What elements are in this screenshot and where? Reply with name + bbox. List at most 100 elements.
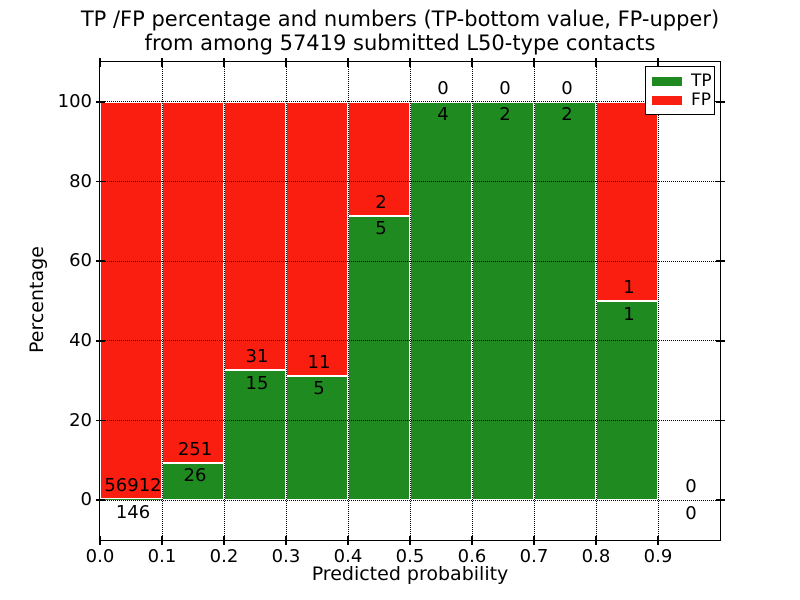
x-tick-bottom: [347, 535, 349, 545]
x-tick-bottom: [223, 535, 225, 545]
x-tick-bottom: [471, 535, 473, 545]
x-axis-label: Predicted probability: [311, 563, 509, 585]
fp-bar-segment: [596, 101, 658, 301]
x-tick-top: [285, 57, 287, 67]
x-tick-bottom: [409, 535, 411, 545]
fp-bar-segment: [162, 101, 224, 463]
x-tick-top: [99, 57, 101, 67]
v-gridline: [409, 62, 411, 540]
x-tick-bottom: [161, 535, 163, 545]
tp-bar-segment: [472, 101, 534, 501]
x-tick-top: [409, 57, 411, 67]
x-tick-top: [223, 57, 225, 67]
x-tick-label: 0.0: [85, 546, 115, 567]
tp-legend-swatch: [652, 77, 682, 86]
tp-count-label: 0: [685, 502, 697, 524]
x-tick-label: 0.2: [209, 546, 239, 567]
y-tick-right: [715, 180, 725, 183]
x-tick-top: [533, 57, 535, 67]
x-tick-top: [161, 57, 163, 67]
y-tick-right: [715, 499, 725, 501]
fp-count-label: 1: [623, 277, 635, 298]
y-tick-label: 20: [69, 409, 92, 431]
chart-title-line2: from among 57419 submitted L50-type cont…: [144, 31, 656, 55]
y-tick-label: 0: [80, 489, 92, 511]
tp-count-label: 1: [623, 303, 635, 325]
tp-count-label: 4: [437, 104, 449, 126]
tp-count-label: 5: [313, 378, 325, 400]
chart-title-line1: TP /FP percentage and numbers (TP-bottom…: [80, 7, 720, 31]
fp-count-label: 251: [177, 438, 213, 460]
x-tick-top: [595, 57, 597, 67]
y-tick-left: [95, 260, 105, 262]
chart-title: TP /FP percentage and numbers (TP-bottom…: [0, 7, 800, 55]
legend: TP FP: [645, 66, 715, 115]
y-tick-label: 60: [69, 250, 92, 272]
y-tick-left: [95, 340, 105, 342]
v-gridline: [285, 62, 287, 540]
fp-count-label: 2: [375, 191, 387, 213]
tp-bar-segment: [286, 375, 348, 501]
v-gridline: [471, 62, 473, 540]
x-tick-label: 0.8: [581, 546, 611, 567]
tp-bar-segment: [410, 101, 472, 501]
y-tick-label: 80: [69, 170, 92, 192]
y-tick-right: [715, 260, 725, 262]
x-tick-bottom: [595, 535, 597, 545]
x-tick-bottom: [657, 535, 659, 545]
tp-legend-label: TP: [691, 71, 712, 91]
y-axis-label: Percentage: [26, 246, 48, 353]
fp-legend-label: FP: [691, 90, 712, 110]
fp-legend-swatch: [652, 96, 682, 105]
x-tick-label: 0.3: [271, 546, 301, 567]
y-tick-label: 100: [57, 90, 92, 112]
x-tick-label: 0.7: [519, 546, 549, 567]
fp-bar-segment: [100, 101, 162, 500]
fp-count-label: 0: [685, 476, 697, 498]
y-tick-right: [715, 340, 725, 342]
x-tick-bottom: [285, 535, 287, 545]
v-gridline: [347, 62, 349, 540]
fp-count-label: 56912: [104, 475, 162, 497]
x-tick-top: [347, 57, 349, 67]
x-tick-bottom: [533, 535, 535, 545]
fp-bar-segment: [286, 101, 348, 376]
fp-count-label: 0: [437, 77, 449, 99]
fp-count-label: 31: [245, 346, 269, 368]
legend-row-fp: FP: [652, 91, 714, 110]
x-tick-label: 0.1: [147, 546, 177, 567]
tp-bar-segment: [534, 101, 596, 501]
fp-bar-segment: [224, 101, 286, 371]
v-gridline: [657, 62, 659, 540]
x-tick-label: 0.5: [395, 546, 425, 567]
y-tick-right: [715, 419, 725, 422]
tp-bar-segment: [596, 301, 658, 501]
tp-count-label: 2: [561, 104, 573, 126]
x-tick-label: 0.6: [457, 546, 487, 567]
v-gridline: [223, 62, 225, 540]
x-tick-top: [657, 57, 659, 67]
tp-count-label: 26: [183, 465, 207, 487]
tp-count-label: 15: [245, 372, 269, 394]
tp-count-label: 146: [115, 501, 151, 523]
v-gridline: [595, 62, 597, 540]
tp-count-label: 2: [499, 104, 511, 126]
x-tick-label: 0.4: [333, 546, 363, 567]
legend-row-tp: TP: [652, 72, 714, 91]
y-tick-left: [95, 180, 105, 183]
x-tick-top: [471, 57, 473, 67]
v-gridline: [161, 62, 163, 540]
x-tick-bottom: [99, 535, 101, 545]
y-tick-left: [95, 101, 105, 103]
y-tick-label: 40: [69, 329, 92, 351]
y-tick-left: [95, 499, 105, 501]
fp-count-label: 11: [307, 351, 331, 373]
fp-count-label: 0: [499, 77, 511, 99]
x-tick-label: 0.9: [643, 546, 673, 567]
fp-bar-segment: [348, 101, 410, 216]
fp-count-label: 0: [561, 77, 573, 99]
v-gridline: [533, 62, 535, 540]
y-tick-right: [715, 101, 725, 103]
tp-count-label: 5: [375, 218, 387, 240]
